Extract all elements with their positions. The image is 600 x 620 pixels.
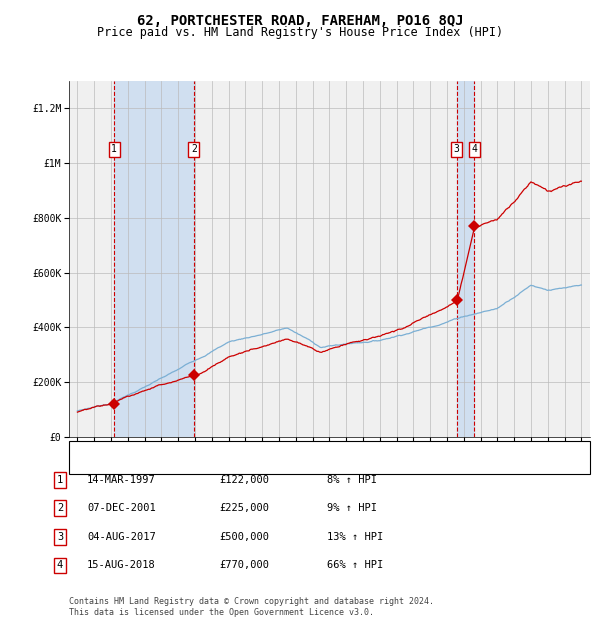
Text: 62, PORTCHESTER ROAD, FAREHAM, PO16 8QJ (detached house): 62, PORTCHESTER ROAD, FAREHAM, PO16 8QJ … [102,445,452,456]
Text: 2: 2 [57,503,63,513]
Text: HPI: Average price, detached house, Fareham: HPI: Average price, detached house, Fare… [102,459,371,470]
Text: Price paid vs. HM Land Registry's House Price Index (HPI): Price paid vs. HM Land Registry's House … [97,26,503,39]
Text: 3: 3 [57,532,63,542]
Text: 3: 3 [454,144,460,154]
Text: £500,000: £500,000 [219,532,269,542]
Text: 62, PORTCHESTER ROAD, FAREHAM, PO16 8QJ: 62, PORTCHESTER ROAD, FAREHAM, PO16 8QJ [137,14,463,28]
Text: 15-AUG-2018: 15-AUG-2018 [87,560,156,570]
Text: 04-AUG-2017: 04-AUG-2017 [87,532,156,542]
Text: 13% ↑ HPI: 13% ↑ HPI [327,532,383,542]
Text: £770,000: £770,000 [219,560,269,570]
Text: 1: 1 [111,144,117,154]
Text: 66% ↑ HPI: 66% ↑ HPI [327,560,383,570]
Text: 4: 4 [57,560,63,570]
Text: ———: ——— [74,459,94,470]
Text: 8% ↑ HPI: 8% ↑ HPI [327,475,377,485]
Bar [114,81,194,437]
Text: 2: 2 [191,144,197,154]
Text: 9% ↑ HPI: 9% ↑ HPI [327,503,377,513]
Text: 14-MAR-1997: 14-MAR-1997 [87,475,156,485]
Text: £122,000: £122,000 [219,475,269,485]
Text: £225,000: £225,000 [219,503,269,513]
Text: Contains HM Land Registry data © Crown copyright and database right 2024.
This d: Contains HM Land Registry data © Crown c… [69,598,434,617]
Text: ———: ——— [74,445,94,456]
Bar [457,81,474,437]
Text: 4: 4 [471,144,477,154]
Text: 07-DEC-2001: 07-DEC-2001 [87,503,156,513]
Text: 1: 1 [57,475,63,485]
